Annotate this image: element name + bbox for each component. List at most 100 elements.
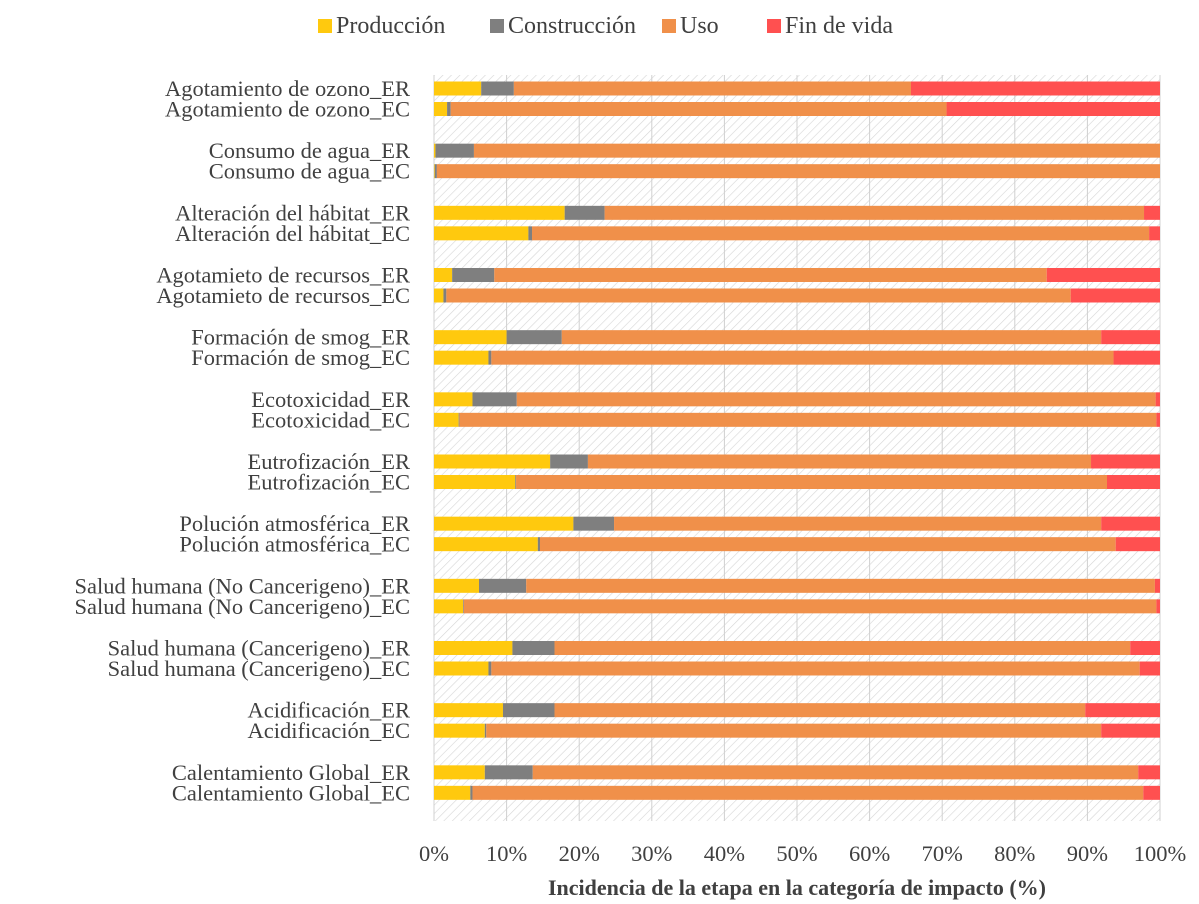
bar-fin-de-vida xyxy=(1101,516,1160,531)
bar-produccion xyxy=(434,81,482,96)
x-tick-label: 40% xyxy=(704,841,745,866)
category-label: Consumo de agua_ER xyxy=(209,138,410,163)
bar-uso xyxy=(614,516,1102,531)
bar-construccion xyxy=(484,723,487,738)
x-tick-label: 20% xyxy=(559,841,600,866)
bar-produccion xyxy=(434,537,538,552)
bar-produccion xyxy=(434,350,489,365)
bar-produccion xyxy=(434,330,507,345)
bar-construccion xyxy=(512,641,555,655)
bar-uso xyxy=(561,330,1102,345)
x-tick-label: 80% xyxy=(994,841,1035,866)
bar-fin-de-vida xyxy=(946,102,1160,116)
category-label: Acidificación_ER xyxy=(248,698,410,723)
category-label: Salud humana (Cancerigeno)_ER xyxy=(108,636,410,661)
bar-produccion xyxy=(434,102,448,116)
x-tick-label: 60% xyxy=(849,841,890,866)
bar-construccion xyxy=(502,703,555,718)
bar-construccion xyxy=(481,81,514,96)
bar-fin-de-vida xyxy=(1138,765,1160,780)
bar-construccion xyxy=(484,765,533,780)
category-label: Consumo de agua_EC xyxy=(209,159,410,184)
category-label: Agotamiento de ozono_ER xyxy=(165,76,410,101)
bar-construccion xyxy=(515,475,517,489)
bar-produccion xyxy=(434,164,435,179)
bar-fin-de-vida xyxy=(1101,330,1160,345)
category-label: Ecotoxicidad_ER xyxy=(251,387,410,412)
bar-fin-de-vida xyxy=(1155,392,1160,407)
bar-uso xyxy=(532,765,1139,780)
legend-swatch-construccion xyxy=(490,19,504,33)
legend-label-uso: Uso xyxy=(680,13,719,39)
category-label: Polución atmosférica_EC xyxy=(179,532,410,557)
bar-construccion xyxy=(472,392,517,407)
bar-fin-de-vida xyxy=(1085,703,1160,718)
bar-uso xyxy=(516,475,1108,489)
bar-uso xyxy=(554,641,1131,655)
bar-construccion xyxy=(573,516,615,531)
bar-fin-de-vida xyxy=(1130,641,1160,655)
bar-fin-de-vida xyxy=(1113,350,1160,365)
category-label: Formación de smog_EC xyxy=(191,345,410,370)
bar-produccion xyxy=(434,454,551,469)
bar-produccion xyxy=(434,226,529,241)
bar-uso xyxy=(494,268,1047,282)
x-axis-title: Incidencia de la etapa en la categoría d… xyxy=(548,875,1046,900)
bar-construccion xyxy=(434,164,437,179)
bar-uso xyxy=(436,164,1160,179)
bar-construccion xyxy=(447,102,451,116)
bar-uso xyxy=(459,412,1157,427)
bar-uso xyxy=(472,785,1144,800)
bar-fin-de-vida xyxy=(1143,785,1160,800)
bar-fin-de-vida xyxy=(1101,723,1160,738)
bar-construccion xyxy=(488,661,492,676)
bar-produccion xyxy=(434,268,453,282)
bar-produccion xyxy=(434,516,574,531)
category-label: Salud humana (No Cancerigeno)_EC xyxy=(74,594,410,619)
bar-construccion xyxy=(564,205,605,220)
bar-uso xyxy=(539,537,1116,552)
category-label: Eutrofización_ER xyxy=(248,449,410,474)
bar-produccion xyxy=(434,703,503,718)
bar-produccion xyxy=(434,785,471,800)
bar-construccion xyxy=(458,412,460,427)
bar-produccion xyxy=(434,288,444,303)
bar-uso xyxy=(526,578,1155,593)
bar-fin-de-vida xyxy=(1144,205,1160,220)
bar-uso xyxy=(446,288,1071,303)
bar-uso xyxy=(486,723,1102,738)
category-label: Agotamieto de recursos_EC xyxy=(156,283,410,308)
category-label: Formación de smog_ER xyxy=(191,325,410,350)
bar-produccion xyxy=(434,723,485,738)
bar-construccion xyxy=(479,578,527,593)
bar-fin-de-vida xyxy=(1115,537,1160,552)
bar-uso xyxy=(604,205,1145,220)
bar-uso xyxy=(491,350,1114,365)
bar-construccion xyxy=(463,599,464,614)
bar-fin-de-vida xyxy=(1156,412,1160,427)
x-tick-label: 0% xyxy=(419,841,449,866)
legend-label-produccion: Producción xyxy=(336,13,445,39)
bar-fin-de-vida xyxy=(1139,661,1160,676)
bar-uso xyxy=(516,392,1156,407)
bar-construccion xyxy=(470,785,473,800)
bar-construccion xyxy=(488,350,492,365)
bar-fin-de-vida xyxy=(1046,268,1160,282)
x-tick-label: 50% xyxy=(776,841,817,866)
legend-swatch-uso xyxy=(662,19,676,33)
bar-uso xyxy=(473,143,1160,158)
category-label: Agotamiento de ozono_EC xyxy=(165,97,410,122)
bar-construccion xyxy=(435,143,474,158)
category-label: Salud humana (Cancerigeno)_EC xyxy=(108,656,410,681)
legend-swatch-fin-de-vida xyxy=(767,19,781,33)
bar-fin-de-vida xyxy=(1154,578,1160,593)
bar-uso xyxy=(450,102,947,116)
bar-fin-de-vida xyxy=(1149,226,1160,241)
bar-construccion xyxy=(537,537,540,552)
x-tick-label: 100% xyxy=(1134,841,1187,866)
category-label: Acidificación_EC xyxy=(248,718,410,743)
x-axis-ticks: 0% 10% 20% 30% 40% 50% 60% 70% 80% 90% 100% xyxy=(419,841,1186,866)
category-label: Alteración del hábitat_EC xyxy=(175,221,410,246)
